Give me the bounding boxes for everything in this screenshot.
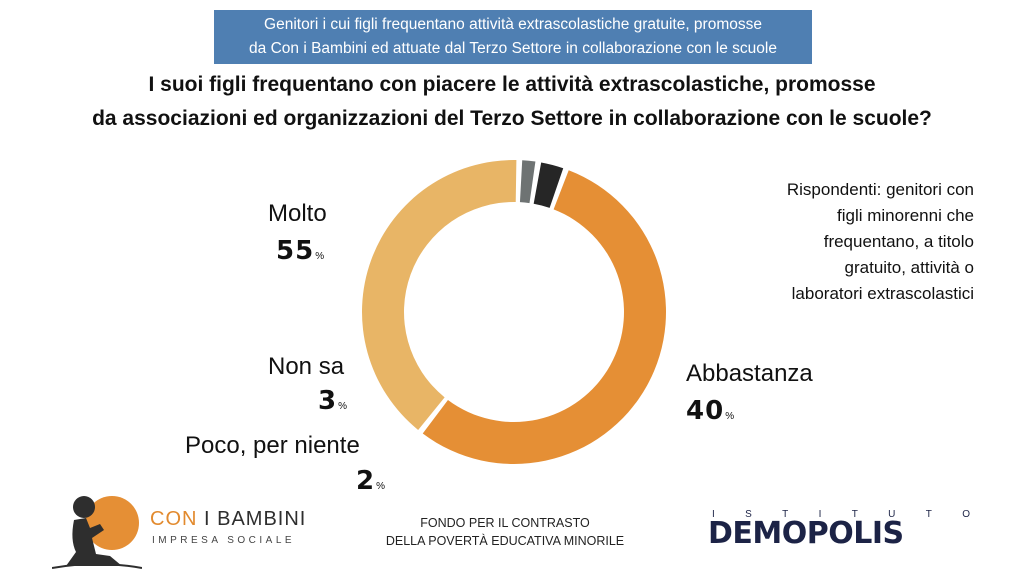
fund-line-2: DELLA POVERTÀ EDUCATIVA MINORILE [385, 534, 625, 548]
note-line-1: Rispondenti: genitori con [786, 180, 974, 199]
slice-value-abbastanza: 40% [686, 396, 734, 426]
con-i-bambini-name: CON I BAMBINI [150, 508, 306, 531]
note-line-4: gratuito, attività o [844, 258, 974, 277]
fund-caption: FONDO PER IL CONTRASTO DELLA POVERTÀ EDU… [350, 514, 660, 550]
donut-slice-non-sa [533, 162, 564, 208]
demopolis-logo: DEMOPOLIS [708, 516, 904, 551]
slice-label-poco: Poco, per niente [185, 432, 360, 459]
fund-line-1: FONDO PER IL CONTRASTO [420, 516, 590, 530]
istituto-letter: T [782, 509, 789, 520]
percent-sign: % [338, 401, 347, 412]
note-line-3: frequentano, a titolo [823, 232, 974, 251]
istituto-letter: O [962, 509, 970, 520]
slice-label-abbastanza: Abbastanza [686, 360, 813, 387]
istituto-letter: I [818, 509, 822, 520]
istituto-letter: S [745, 509, 752, 520]
value-number: 2 [356, 466, 376, 496]
value-number: 40 [686, 396, 725, 426]
con-i-bambini-logo-icon [52, 496, 142, 569]
slice-value-poco: 2% [356, 466, 385, 496]
slice-label-molto: Molto [268, 200, 327, 227]
slice-label-non-sa: Non sa [268, 353, 345, 380]
istituto-letters: I S T I T U T O [712, 509, 970, 520]
respondents-note: Rispondenti: genitori con figli minorenn… [714, 177, 974, 307]
con-i-bambini-subtitle: IMPRESA SOCIALE [152, 535, 296, 546]
istituto-letter: T [925, 509, 932, 520]
slice-value-molto: 55% [276, 236, 324, 266]
title-line-1: I suoi figli frequentano con piacere le … [148, 73, 876, 96]
banner-line-1: Genitori i cui figli frequentano attivit… [264, 16, 762, 33]
slice-value-non-sa: 3% [318, 386, 347, 416]
cib-name-part-b: I BAMBINI [204, 508, 307, 530]
percent-sign: % [725, 411, 735, 422]
note-line-2: figli minorenni che [836, 206, 974, 225]
title-line-2: da associazioni ed organizzazioni del Te… [92, 107, 932, 130]
percent-sign: % [315, 251, 325, 262]
banner-line-2: da Con i Bambini ed attuate dal Terzo Se… [249, 40, 777, 57]
subtitle-banner: Genitori i cui figli frequentano attivit… [214, 10, 812, 64]
chart-title: I suoi figli frequentano con piacere le … [0, 68, 1024, 136]
donut-slice-molto [422, 170, 666, 465]
istituto-letter: U [888, 509, 896, 520]
donut-slice-abbastanza [362, 160, 517, 430]
note-line-5: laboratori extrascolastici [791, 284, 974, 303]
value-number: 3 [318, 386, 338, 416]
istituto-letter: T [851, 509, 858, 520]
value-number: 55 [276, 236, 315, 266]
percent-sign: % [376, 481, 385, 492]
donut-slice-poco-per-niente [519, 160, 536, 204]
cib-name-part-a: CON [150, 508, 204, 530]
istituto-letter: I [712, 509, 715, 520]
